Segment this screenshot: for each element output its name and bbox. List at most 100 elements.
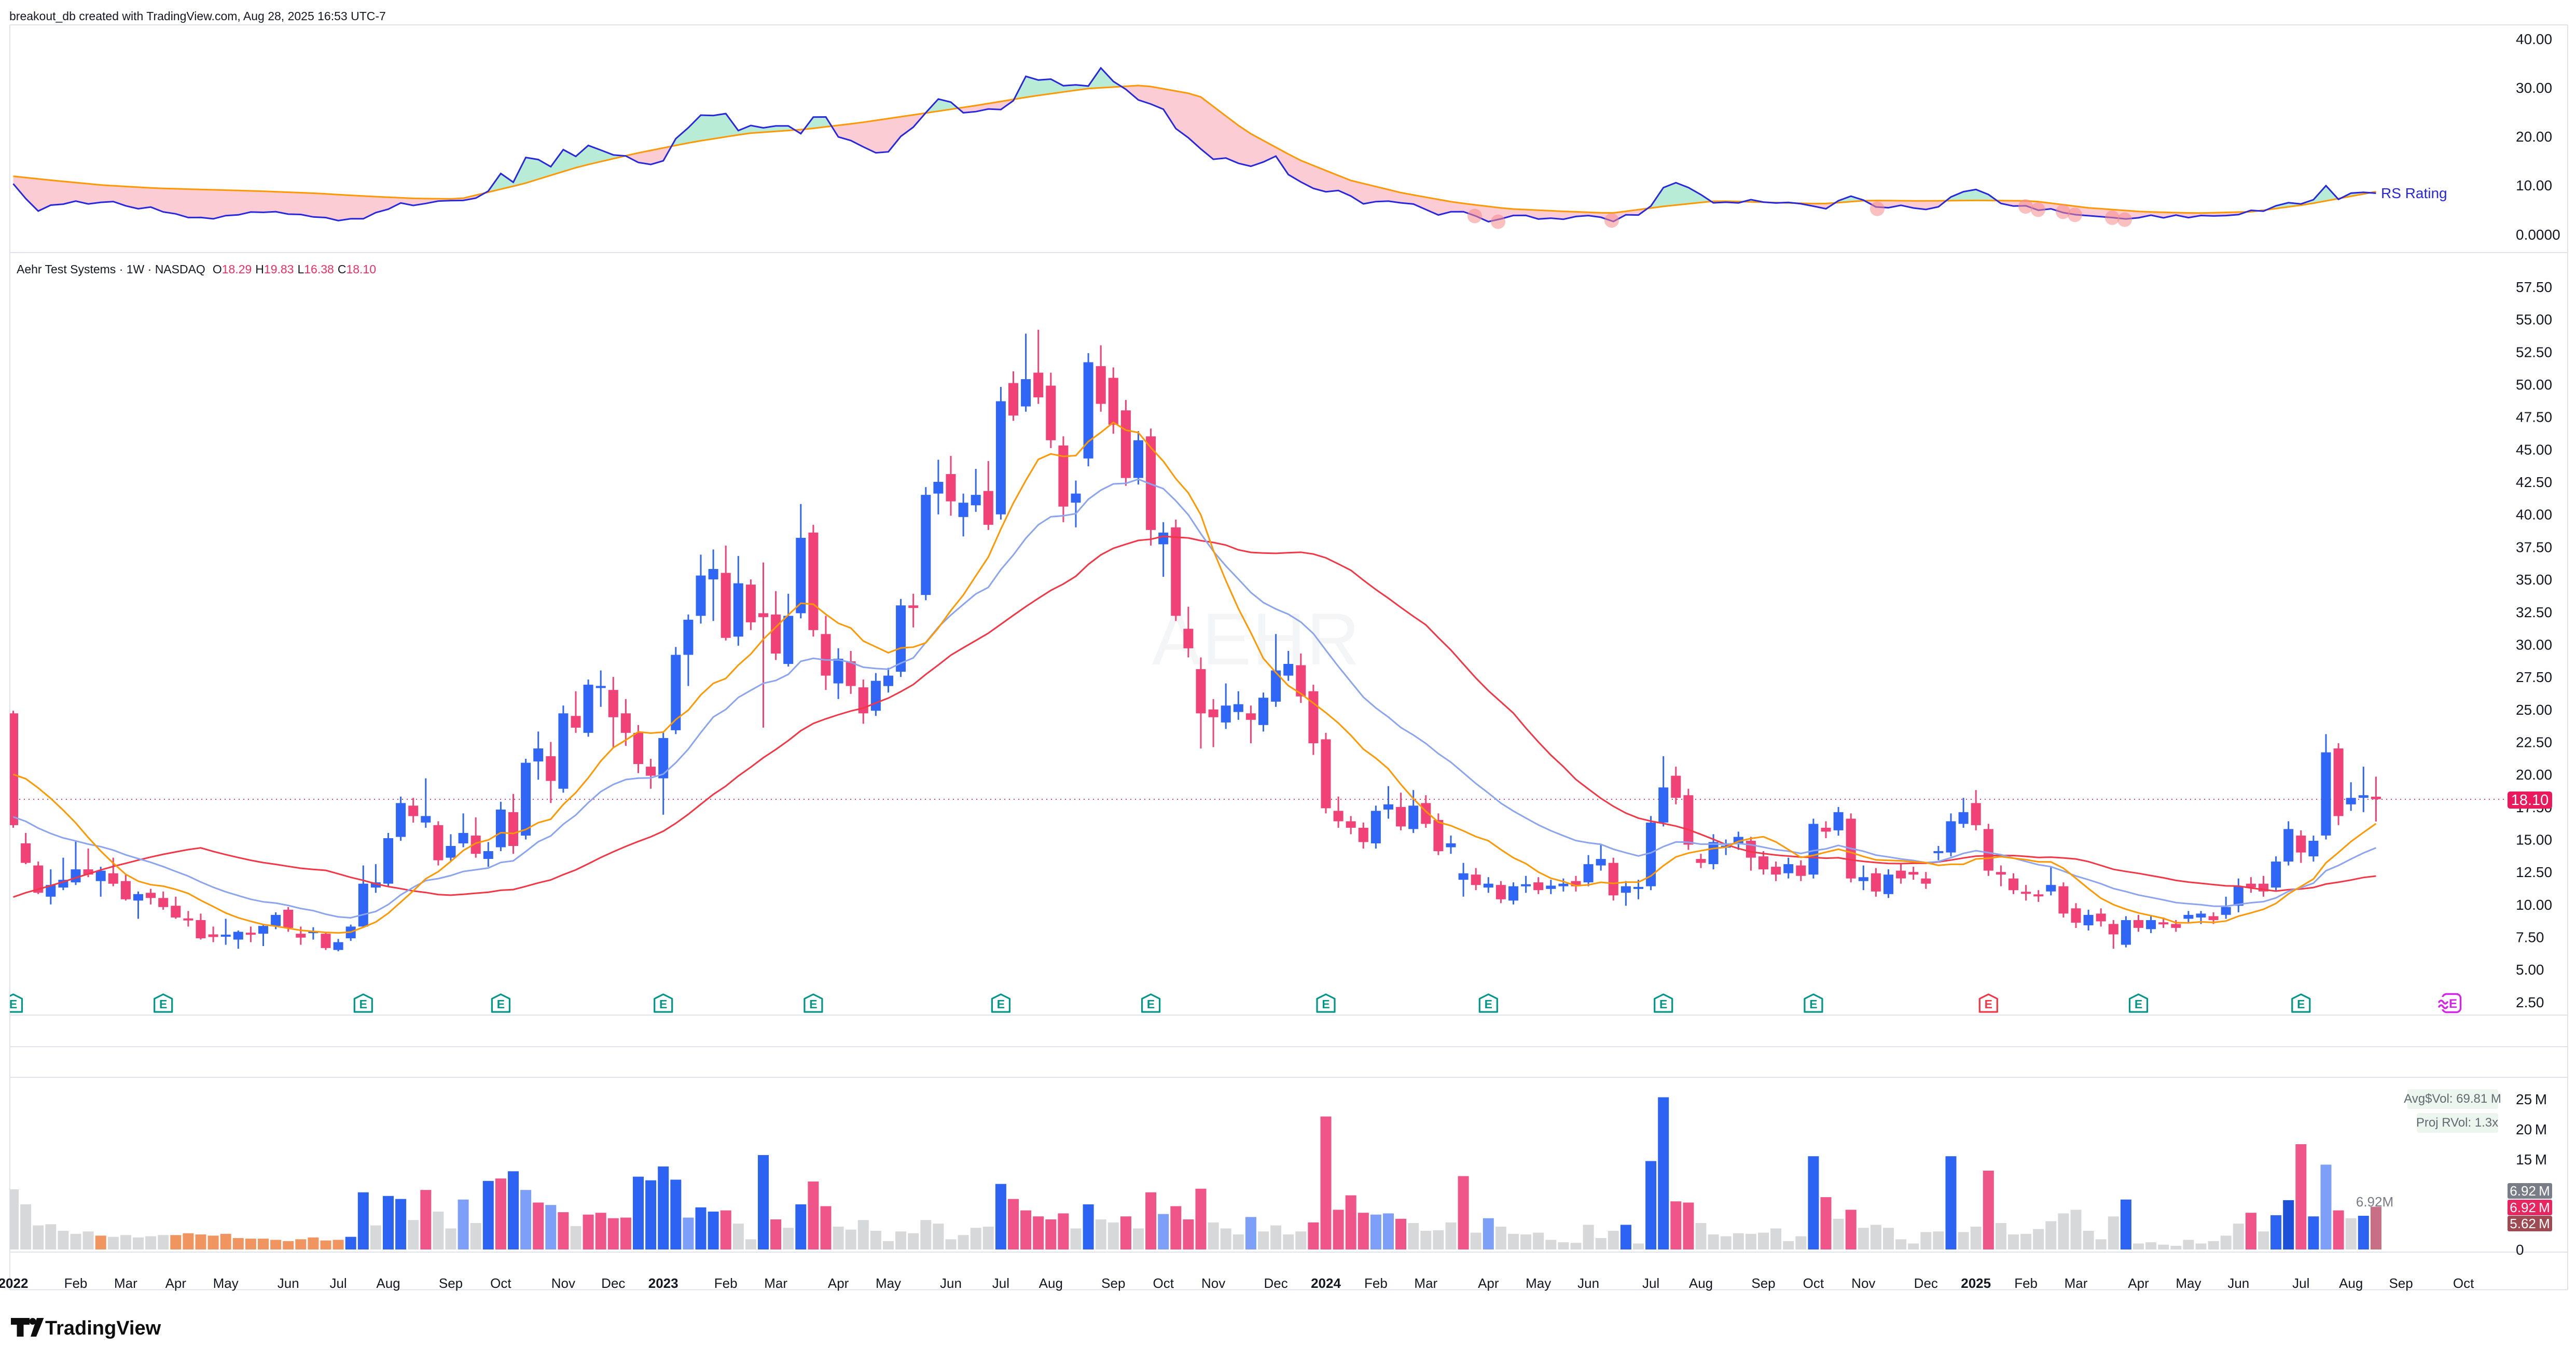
svg-text:20.00: 20.00	[2516, 767, 2552, 783]
svg-text:May: May	[2176, 1275, 2201, 1291]
svg-text:RS Rating: RS Rating	[2381, 185, 2447, 201]
svg-text:Jul: Jul	[329, 1275, 347, 1291]
svg-text:Jun: Jun	[1577, 1275, 1599, 1291]
svg-text:2025: 2025	[1961, 1275, 1991, 1291]
svg-text:Feb: Feb	[64, 1275, 88, 1291]
svg-text:Aug: Aug	[1689, 1275, 1713, 1291]
svg-text:E: E	[659, 997, 667, 1011]
svg-text:E: E	[2297, 997, 2305, 1011]
svg-text:E: E	[1985, 997, 1992, 1011]
svg-text:10.00: 10.00	[2516, 177, 2552, 193]
svg-text:Sep: Sep	[439, 1275, 463, 1291]
svg-text:Aug: Aug	[2339, 1275, 2363, 1291]
svg-text:E: E	[9, 997, 17, 1011]
svg-text:Oct: Oct	[2453, 1275, 2474, 1291]
svg-text:Jun: Jun	[2227, 1275, 2249, 1291]
svg-text:18.10: 18.10	[2511, 792, 2549, 809]
svg-text:Proj RVol: 1.3x: Proj RVol: 1.3x	[2416, 1116, 2498, 1130]
svg-text:6.92M: 6.92M	[2356, 1194, 2393, 1210]
svg-text:Nov: Nov	[1201, 1275, 1225, 1291]
svg-text:E: E	[1322, 997, 1329, 1011]
svg-text:57.50: 57.50	[2516, 279, 2552, 295]
svg-text:May: May	[213, 1275, 239, 1291]
svg-text:E: E	[1659, 997, 1667, 1011]
svg-text:27.50: 27.50	[2516, 669, 2552, 685]
svg-text:45.00: 45.00	[2516, 441, 2552, 457]
svg-text:Jul: Jul	[2292, 1275, 2309, 1291]
svg-text:Jun: Jun	[278, 1275, 299, 1291]
svg-text:E: E	[2135, 997, 2142, 1011]
svg-text:47.50: 47.50	[2516, 409, 2552, 425]
svg-text:35.00: 35.00	[2516, 572, 2552, 588]
svg-text:15 M: 15 M	[2516, 1151, 2547, 1168]
svg-text:Mar: Mar	[2065, 1275, 2088, 1291]
svg-text:5.00: 5.00	[2516, 962, 2544, 978]
svg-text:Jul: Jul	[992, 1275, 1009, 1291]
svg-text:20.00: 20.00	[2516, 129, 2552, 145]
svg-text:breakout_db created with Tradi: breakout_db created with TradingView.com…	[9, 9, 386, 23]
svg-text:7.50: 7.50	[2516, 929, 2544, 946]
svg-text:Oct: Oct	[1803, 1275, 1824, 1291]
svg-text:32.50: 32.50	[2516, 604, 2552, 620]
svg-text:E: E	[159, 997, 167, 1011]
svg-text:E: E	[2449, 997, 2457, 1011]
svg-text:5.62 M: 5.62 M	[2510, 1216, 2550, 1231]
svg-text:40.00: 40.00	[2516, 507, 2552, 523]
svg-text:Apr: Apr	[828, 1275, 849, 1291]
svg-text:Mar: Mar	[764, 1275, 787, 1291]
svg-text:E: E	[1147, 997, 1155, 1011]
svg-text:0: 0	[2516, 1242, 2524, 1258]
svg-text:30.00: 30.00	[2516, 80, 2552, 96]
svg-text:Mar: Mar	[114, 1275, 137, 1291]
svg-text:Sep: Sep	[2389, 1275, 2413, 1291]
svg-text:25 M: 25 M	[2516, 1091, 2547, 1107]
svg-text:Apr: Apr	[165, 1275, 187, 1291]
svg-text:Sep: Sep	[1101, 1275, 1125, 1291]
svg-text:Feb: Feb	[714, 1275, 738, 1291]
svg-text:55.00: 55.00	[2516, 312, 2552, 328]
svg-text:E: E	[497, 997, 505, 1011]
svg-text:E: E	[1485, 997, 1492, 1011]
svg-text:E: E	[809, 997, 817, 1011]
svg-text:Nov: Nov	[1851, 1275, 1875, 1291]
svg-text:Feb: Feb	[1364, 1275, 1388, 1291]
svg-text:Aug: Aug	[376, 1275, 400, 1291]
svg-text:10.00: 10.00	[2516, 897, 2552, 913]
svg-text:52.50: 52.50	[2516, 344, 2552, 360]
svg-text:May: May	[1526, 1275, 1551, 1291]
svg-text:20 M: 20 M	[2516, 1121, 2547, 1137]
svg-text:2022: 2022	[0, 1275, 28, 1291]
svg-text:0.0000: 0.0000	[2516, 227, 2560, 243]
svg-text:Mar: Mar	[1414, 1275, 1437, 1291]
svg-text:Jun: Jun	[940, 1275, 962, 1291]
svg-text:Aug: Aug	[1039, 1275, 1063, 1291]
svg-text:37.50: 37.50	[2516, 539, 2552, 555]
svg-text:Dec: Dec	[1914, 1275, 1938, 1291]
svg-text:6.92 M: 6.92 M	[2510, 1183, 2550, 1199]
svg-text:6.92 M: 6.92 M	[2510, 1200, 2550, 1215]
svg-text:Nov: Nov	[551, 1275, 575, 1291]
svg-text:30.00: 30.00	[2516, 636, 2552, 652]
svg-text:42.50: 42.50	[2516, 474, 2552, 490]
svg-text:E: E	[359, 997, 367, 1011]
svg-text:E: E	[997, 997, 1005, 1011]
svg-text:Avg$Vol: 69.81 M: Avg$Vol: 69.81 M	[2404, 1092, 2501, 1106]
svg-text:2.50: 2.50	[2516, 994, 2544, 1010]
svg-text:Jul: Jul	[1642, 1275, 1659, 1291]
svg-text:25.00: 25.00	[2516, 702, 2552, 718]
svg-text:15.00: 15.00	[2516, 832, 2552, 848]
svg-text:Oct: Oct	[1153, 1275, 1174, 1291]
svg-text:Dec: Dec	[601, 1275, 625, 1291]
svg-text:Aehr Test Systems · 1W · NASDA: Aehr Test Systems · 1W · NASDAQ O18.29 H19…	[17, 262, 376, 276]
svg-text:Feb: Feb	[2014, 1275, 2038, 1291]
svg-text:AEHR: AEHR	[1152, 598, 1361, 681]
svg-text:Apr: Apr	[2128, 1275, 2149, 1291]
svg-text:12.50: 12.50	[2516, 864, 2552, 880]
svg-text:TradingView: TradingView	[45, 1317, 161, 1339]
svg-text:40.00: 40.00	[2516, 31, 2552, 47]
svg-text:Sep: Sep	[1751, 1275, 1775, 1291]
svg-text:E: E	[1809, 997, 1817, 1011]
svg-text:2024: 2024	[1311, 1275, 1341, 1291]
svg-text:Dec: Dec	[1264, 1275, 1287, 1291]
svg-text:May: May	[876, 1275, 901, 1291]
